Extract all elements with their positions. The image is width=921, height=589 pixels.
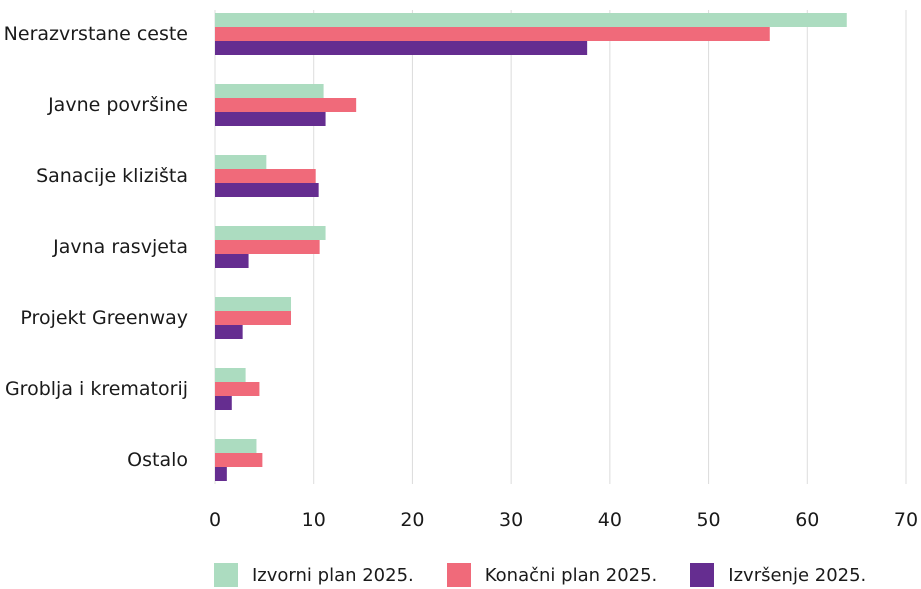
legend-swatch-izvorni [214,563,238,587]
bar-0-0 [215,13,847,27]
x-tick-label-30: 30 [499,509,523,531]
bars [215,13,847,481]
category-label-6: Ostalo [127,449,188,471]
bar-5-1 [215,382,260,396]
legend-label-konacni: Konačni plan 2025. [484,564,658,586]
bar-1-2 [215,112,326,126]
category-label-1: Javne površine [47,94,188,116]
category-label-4: Projekt Greenway [20,307,188,329]
legend-item-konacni: Konačni plan 2025. [446,563,658,587]
bar-1-0 [215,84,324,98]
bar-6-1 [215,453,263,467]
bar-3-1 [215,240,320,254]
bar-3-0 [215,226,326,240]
bar-0-2 [215,41,588,55]
legend-label-izvrsenje: Izvršenje 2025. [728,564,867,586]
x-tick-label-40: 40 [598,509,622,531]
legend-swatch-konacni [446,563,471,587]
bar-0-1 [215,27,770,41]
x-tick-label-10: 10 [302,509,326,531]
bar-6-2 [215,467,227,481]
legend: Izvorni plan 2025. Konačni plan 2025. Iz… [214,563,899,587]
bar-2-1 [215,169,316,183]
x-tick-label-0: 0 [209,509,221,531]
legend-swatch-izvrsenje [690,563,715,587]
bar-1-1 [215,98,357,112]
bar-6-0 [215,439,257,453]
category-label-0: Nerazvrstane ceste [4,23,188,45]
x-tick-labels: 0 10 20 30 40 50 60 70 [209,509,918,531]
x-tick-label-60: 60 [795,509,819,531]
category-label-2: Sanacije klizišta [36,165,188,187]
x-tick-label-50: 50 [696,509,720,531]
bar-5-0 [215,368,246,382]
bar-4-2 [215,325,243,339]
category-label-3: Javna rasvjeta [52,236,188,258]
legend-item-izvrsenje: Izvršenje 2025. [690,563,866,587]
x-tick-label-70: 70 [894,509,918,531]
bar-4-0 [215,297,292,311]
category-labels: Nerazvrstane ceste Javne površine Sanacije… [4,23,188,471]
bar-chart: Nerazvrstane ceste Javne površine Sanacije… [4,10,918,531]
legend-label-izvorni: Izvorni plan 2025. [252,564,414,586]
bar-2-2 [215,183,319,197]
x-tick-label-20: 20 [400,509,424,531]
legend-item-izvorni: Izvorni plan 2025. [214,563,414,587]
bar-5-2 [215,396,232,410]
bar-4-1 [215,311,292,325]
bar-2-0 [215,155,267,169]
category-label-5: Groblja i krematorij [5,378,188,400]
bar-3-2 [215,254,249,268]
